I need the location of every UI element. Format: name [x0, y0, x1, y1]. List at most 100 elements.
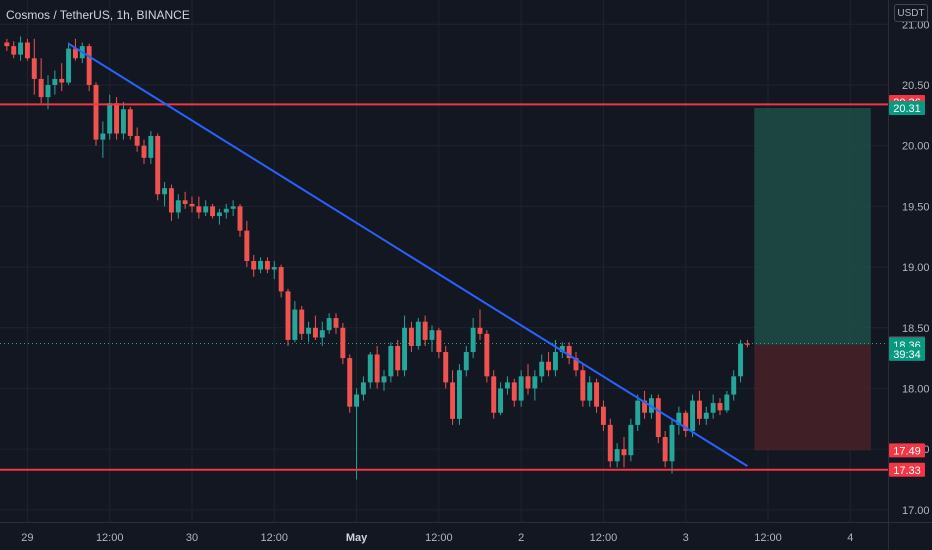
x-tick-label: 3: [683, 532, 689, 544]
candle-body: [456, 370, 462, 419]
candle: [72, 38, 78, 61]
candle-body: [587, 382, 593, 401]
candle: [738, 339, 744, 383]
candle: [168, 184, 174, 221]
candle-body: [724, 394, 730, 411]
candle: [134, 127, 140, 152]
candle-body: [360, 382, 366, 395]
candle: [710, 394, 716, 419]
candle: [251, 254, 257, 277]
candle-body: [114, 103, 120, 134]
candle-body: [600, 406, 606, 425]
candle: [580, 364, 586, 407]
candle-body: [463, 352, 469, 371]
candle-body: [642, 400, 648, 413]
candle: [566, 342, 572, 365]
candle-body: [436, 330, 442, 353]
candle-body: [127, 109, 133, 136]
stop-loss-zone: [754, 344, 871, 451]
candle: [230, 200, 236, 217]
candle-body: [518, 376, 524, 401]
candle: [196, 196, 202, 219]
candle-body: [484, 333, 490, 377]
candle: [326, 313, 332, 334]
candle-body: [532, 376, 538, 389]
candle: [456, 364, 462, 425]
candle-body: [326, 318, 332, 331]
candle: [347, 354, 353, 413]
price-axis-label: 20.31: [889, 101, 925, 116]
candle-body: [374, 354, 380, 383]
candle-body: [354, 394, 360, 407]
candle-body: [306, 327, 312, 334]
y-tick-label: 17.00: [902, 505, 930, 517]
candle-body: [278, 267, 284, 292]
y-tick-label: 21.00: [902, 19, 930, 31]
candle: [258, 257, 264, 274]
x-tick-label: 12:00: [754, 532, 782, 544]
candle: [628, 418, 634, 462]
candle: [24, 38, 30, 61]
y-tick-label: 18.50: [902, 323, 930, 335]
y-tick-label: 20.50: [902, 80, 930, 92]
candle-body: [696, 400, 702, 419]
candle-body: [210, 206, 216, 217]
candle-body: [18, 42, 24, 55]
candle: [470, 318, 476, 359]
candle: [395, 339, 401, 377]
candle: [319, 321, 325, 346]
candle: [237, 203, 243, 237]
candle-body: [477, 327, 483, 334]
currency-unit-button[interactable]: USDT: [894, 4, 928, 22]
candle-body: [388, 345, 394, 377]
price-label-text: 17.33: [893, 465, 921, 477]
price-label-text: 17.49: [893, 445, 921, 457]
candle: [683, 410, 689, 438]
x-tick-label: 2: [518, 532, 524, 544]
candle: [696, 390, 702, 425]
candle: [655, 394, 661, 444]
candle: [690, 394, 696, 438]
candle-body: [120, 109, 126, 134]
x-tick-label: 12:00: [425, 532, 453, 544]
candle: [210, 203, 216, 219]
candle: [340, 322, 346, 365]
candle: [642, 390, 648, 419]
candle-body: [4, 42, 10, 47]
candle-body: [402, 327, 408, 371]
candle: [100, 121, 106, 158]
candle: [594, 378, 600, 413]
candle-body: [230, 206, 236, 209]
candle-body: [134, 135, 140, 146]
candle: [731, 370, 737, 401]
candle: [127, 106, 133, 140]
candle-body: [93, 84, 99, 140]
candle-body: [683, 412, 689, 431]
profit-target-zone: [754, 108, 871, 345]
candle: [518, 370, 524, 407]
candle: [587, 376, 593, 407]
y-tick-label: 20.00: [902, 141, 930, 153]
candle-body: [244, 230, 250, 261]
x-tick-label: 29: [21, 532, 33, 544]
candle-body: [703, 412, 709, 419]
price-axis-label: 39:34: [889, 346, 925, 361]
candle: [450, 370, 456, 425]
price-axis-label: 17.33: [889, 462, 925, 477]
candle-body: [333, 318, 339, 328]
candle: [388, 342, 394, 383]
trendline: [68, 42, 748, 468]
candle-body: [381, 376, 387, 383]
x-tick-label: 12:00: [261, 532, 289, 544]
candle: [264, 257, 270, 274]
candle-body: [155, 135, 161, 195]
candle: [607, 418, 613, 468]
candle-body: [443, 352, 449, 383]
candle-body: [175, 200, 181, 213]
candle: [717, 398, 723, 416]
candle: [546, 352, 552, 377]
price-label-bg: [889, 443, 925, 458]
candle-body: [573, 358, 579, 371]
candle: [491, 370, 497, 419]
